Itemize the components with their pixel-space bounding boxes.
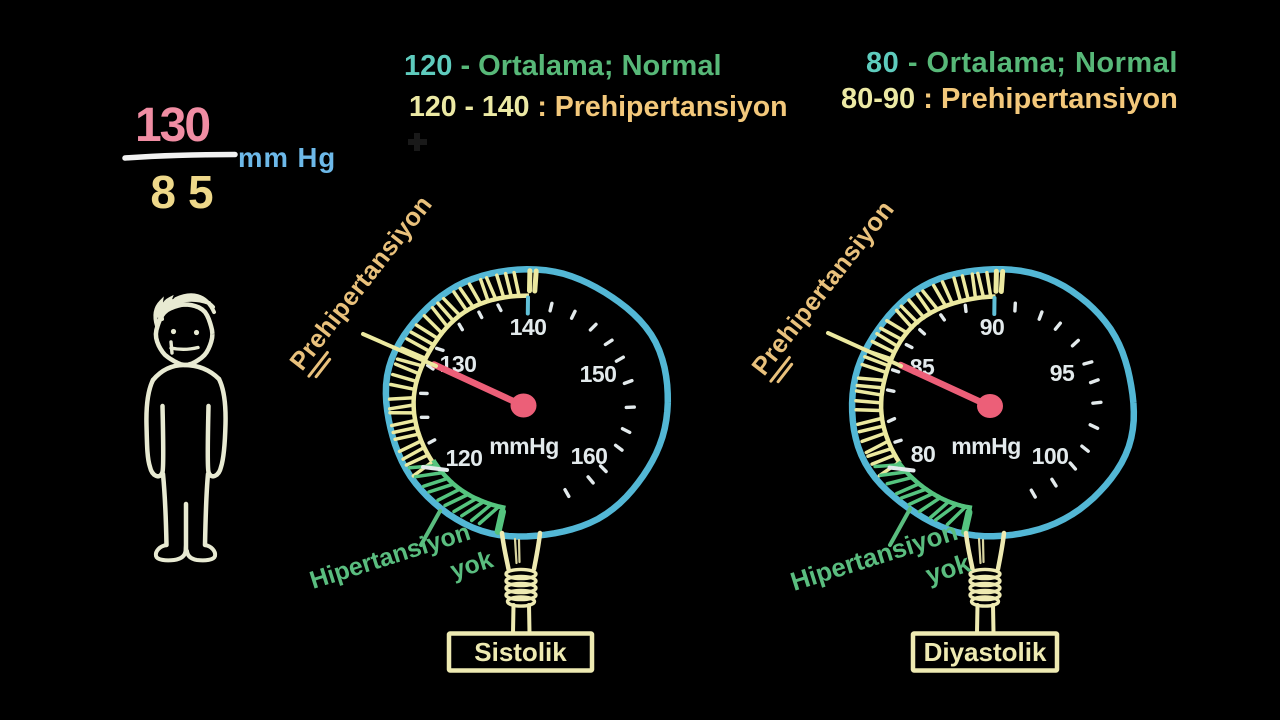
svg-text:120: 120 — [446, 445, 483, 471]
svg-text:90: 90 — [980, 314, 1005, 340]
svg-text:160: 160 — [571, 443, 608, 469]
svg-text:Sistolik: Sistolik — [474, 637, 567, 667]
svg-text:80 - Ortalama; Normal: 80 - Ortalama; Normal — [866, 47, 1178, 79]
svg-text:120 - Ortalama; Normal: 120 - Ortalama; Normal — [404, 50, 722, 82]
svg-text:Diyastolik: Diyastolik — [924, 637, 1047, 667]
svg-text:80-90 : Prehipertansiyon: 80-90 : Prehipertansiyon — [841, 83, 1178, 115]
svg-text:95: 95 — [1050, 360, 1075, 386]
svg-text:mmHg: mmHg — [489, 433, 559, 459]
svg-text:85: 85 — [150, 166, 225, 218]
svg-text:120 - 140 : Prehipertansiyon: 120 - 140 : Prehipertansiyon — [409, 91, 788, 123]
svg-text:150: 150 — [580, 361, 617, 387]
svg-text:100: 100 — [1032, 443, 1069, 469]
svg-text:mm Hg: mm Hg — [238, 142, 336, 173]
svg-text:mmHg: mmHg — [951, 433, 1021, 459]
svg-text:80: 80 — [911, 441, 936, 467]
svg-text:130: 130 — [135, 99, 209, 152]
svg-text:140: 140 — [510, 314, 547, 340]
